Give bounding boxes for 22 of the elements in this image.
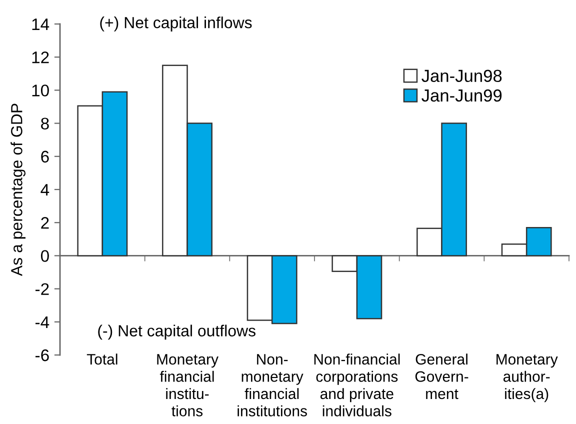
legend-label: Jan-Jun99 — [422, 89, 502, 102]
y-tick-label: 12 — [32, 52, 49, 64]
legend-label: Jan-Jun98 — [422, 70, 502, 82]
annotation: (-) Net capital outflows — [98, 324, 256, 340]
x-tick-label: Total — [86, 354, 118, 365]
annotation: (+) Net capital inflows — [100, 16, 252, 32]
y-tick-label: -6 — [36, 349, 49, 362]
y-tick-label: -4 — [36, 316, 50, 328]
y-tick-label: 4 — [40, 184, 50, 196]
y-tick-label: 14 — [32, 18, 50, 30]
y-tick-label: 6 — [41, 150, 49, 163]
y-tick-label: 8 — [41, 118, 49, 130]
x-tick-label: Monetary author- ities(a) — [496, 354, 558, 402]
x-tick-label: Non-financial corporations and private individuals — [314, 354, 400, 416]
y-tick-label: 10 — [32, 84, 49, 96]
y-tick-label: 0 — [40, 250, 49, 262]
x-tick-label: Monetary financial institu- tions — [157, 354, 218, 416]
y-axis-title: As a percentage of GDP — [10, 104, 26, 276]
y-tick-label: 2 — [41, 217, 49, 229]
y-tick-label: -2 — [36, 283, 49, 295]
x-tick-label: General Govern- ment — [415, 354, 468, 400]
x-tick-label: Non- monetary financial institutions — [238, 354, 307, 416]
